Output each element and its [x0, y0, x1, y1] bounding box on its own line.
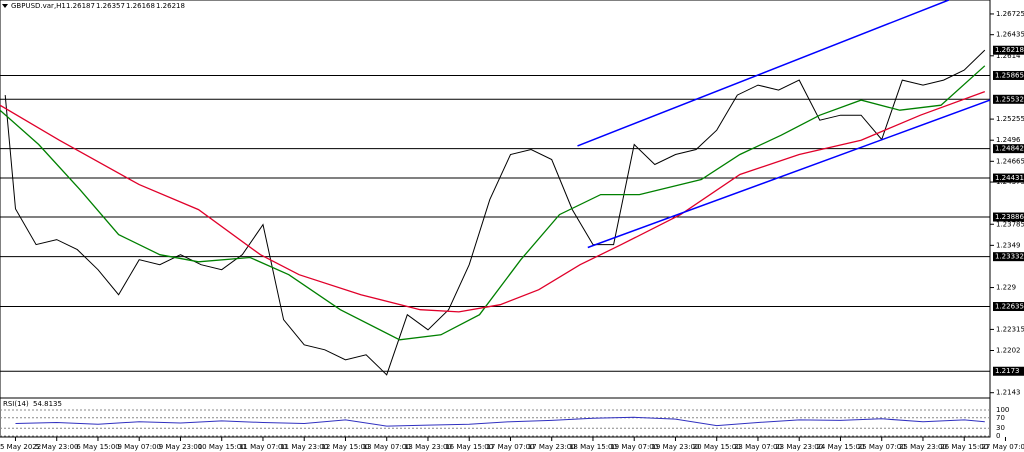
y-tick-label: 1.2202 — [996, 347, 1021, 355]
level-label-box — [993, 94, 1024, 104]
y-tick-label: 1.22315 — [996, 325, 1024, 333]
level-label-box — [993, 366, 1024, 376]
x-tick-label: 23 May 07:00 — [734, 443, 782, 451]
trend-line — [587, 99, 991, 249]
y-tick-label: 1.24665 — [996, 157, 1024, 165]
dropdown-icon[interactable] — [2, 4, 8, 8]
x-tick-label: 16 May 15:00 — [445, 443, 493, 451]
level-label: 1.23332 — [995, 253, 1024, 261]
series-line — [0, 65, 986, 341]
y-tick-label: 1.2496 — [996, 136, 1021, 144]
level-label: 1.22635 — [995, 303, 1024, 311]
x-tick-label: 5 May 2022 — [0, 443, 41, 451]
y-tick-label: 1.23785 — [996, 220, 1024, 228]
y-tick-label: 1.26725 — [996, 10, 1024, 18]
x-tick-label: 13 May 23:00 — [404, 443, 452, 451]
x-tick-label: 11 May 23:00 — [280, 443, 328, 451]
x-tick-label: 17 May 23:00 — [528, 443, 576, 451]
x-tick-label: 9 May 23:00 — [159, 443, 203, 451]
series-line — [0, 90, 986, 313]
y-tick-label: 1.2614 — [996, 52, 1021, 60]
x-tick-label: 19 May 07:00 — [610, 443, 658, 451]
x-tick-label: 11 May 07:00 — [239, 443, 287, 451]
price-line — [4, 49, 986, 376]
ohlc-value: 1.26357 — [96, 2, 125, 10]
level-label-box — [993, 173, 1024, 183]
x-tick-label: 18 May 15:00 — [569, 443, 617, 451]
y-tick-label: 1.2349 — [996, 241, 1021, 249]
last-price-label: 1.26218 — [995, 46, 1024, 54]
rsi-title: RSI(14) — [3, 400, 29, 408]
level-label: 1.2173 — [995, 367, 1020, 375]
y-tick-label: 100 — [996, 406, 1009, 414]
y-tick-label: 0 — [996, 432, 1000, 440]
y-tick-label: 1.25255 — [996, 115, 1024, 123]
x-tick-label: 19 May 23:00 — [651, 443, 699, 451]
level-label-box — [993, 302, 1024, 312]
last-price-box — [993, 45, 1024, 55]
x-tick-label: 20 May 15:00 — [693, 443, 741, 451]
y-tick-label: 1.2143 — [996, 389, 1021, 397]
ohlc-value: 1.26187 — [66, 2, 95, 10]
y-tick-label: 70 — [996, 414, 1005, 422]
symbol-title: GBPUSD.var,H1 — [11, 2, 66, 10]
x-tick-label: 17 May 07:00 — [486, 443, 534, 451]
x-tick-label: 10 May 15:00 — [198, 443, 246, 451]
level-label-box — [993, 252, 1024, 262]
x-tick-label: 26 May 15:00 — [940, 443, 988, 451]
x-tick-label: 23 May 23:00 — [775, 443, 823, 451]
x-tick-label: 12 May 15:00 — [321, 443, 369, 451]
price-line — [15, 416, 985, 427]
ohlc-values: 1.26187 1.26357 1.26168 1.26218 — [66, 2, 185, 10]
level-label: 1.25532 — [995, 95, 1024, 103]
ohlc-value: 1.26218 — [156, 2, 185, 10]
x-tick-label: 25 May 07:00 — [858, 443, 906, 451]
level-label: 1.25865 — [995, 71, 1024, 79]
trend-line — [577, 0, 950, 147]
level-label: 1.23886 — [995, 213, 1024, 221]
plot-frame — [0, 0, 991, 438]
x-tick-label: 27 May 07:00 — [981, 443, 1024, 451]
y-tick-label: 1.229 — [996, 284, 1016, 292]
y-tick-label: 30 — [996, 424, 1005, 432]
level-label: 1.24842 — [995, 145, 1024, 153]
x-tick-label: 5 May 23:00 — [35, 443, 79, 451]
x-tick-label: 24 May 15:00 — [816, 443, 864, 451]
x-tick-label: 25 May 23:00 — [899, 443, 947, 451]
level-label-box — [993, 144, 1024, 154]
level-label: 1.24431 — [995, 174, 1024, 182]
rsi-value: 54.8135 — [33, 400, 62, 408]
level-label-box — [993, 70, 1024, 80]
x-tick-label: 9 May 07:00 — [117, 443, 161, 451]
ohlc-value: 1.26168 — [126, 2, 155, 10]
level-label-box — [993, 212, 1024, 222]
x-tick-label: 13 May 07:00 — [363, 443, 411, 451]
y-tick-label: 1.26435 — [996, 31, 1024, 39]
x-tick-label: 6 May 15:00 — [76, 443, 120, 451]
